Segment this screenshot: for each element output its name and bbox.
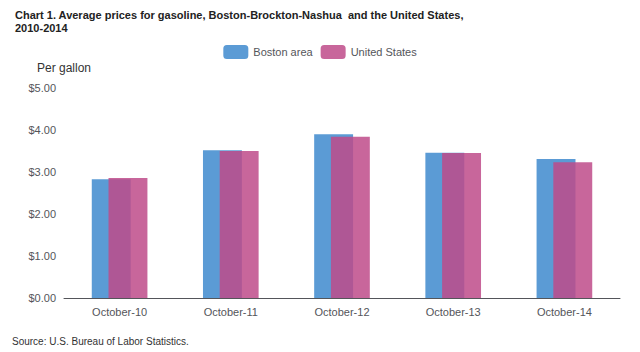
svg-text:Source: U.S. Bureau of Labor S: Source: U.S. Bureau of Labor Statistics.	[12, 336, 189, 347]
svg-text:Per gallon: Per gallon	[37, 61, 91, 75]
svg-text:October-14: October-14	[537, 306, 592, 318]
svg-text:$1.00: $1.00	[28, 250, 56, 262]
svg-text:$2.00: $2.00	[28, 208, 56, 220]
svg-text:$3.00: $3.00	[28, 166, 56, 178]
svg-text:October-11: October-11	[204, 306, 258, 318]
svg-text:October-13: October-13	[426, 306, 481, 318]
svg-text:2010-2014: 2010-2014	[15, 22, 68, 34]
svg-text:$0.00: $0.00	[28, 292, 56, 304]
svg-text:United States: United States	[351, 46, 418, 58]
svg-text:$5.00: $5.00	[28, 82, 56, 94]
svg-text:October-10: October-10	[92, 306, 147, 318]
svg-text:Boston area: Boston area	[253, 46, 313, 58]
svg-text:Chart 1. Average prices for ga: Chart 1. Average prices for gasoline, Bo…	[15, 9, 463, 21]
svg-text:$4.00: $4.00	[28, 124, 56, 136]
svg-text:October-12: October-12	[314, 306, 369, 318]
